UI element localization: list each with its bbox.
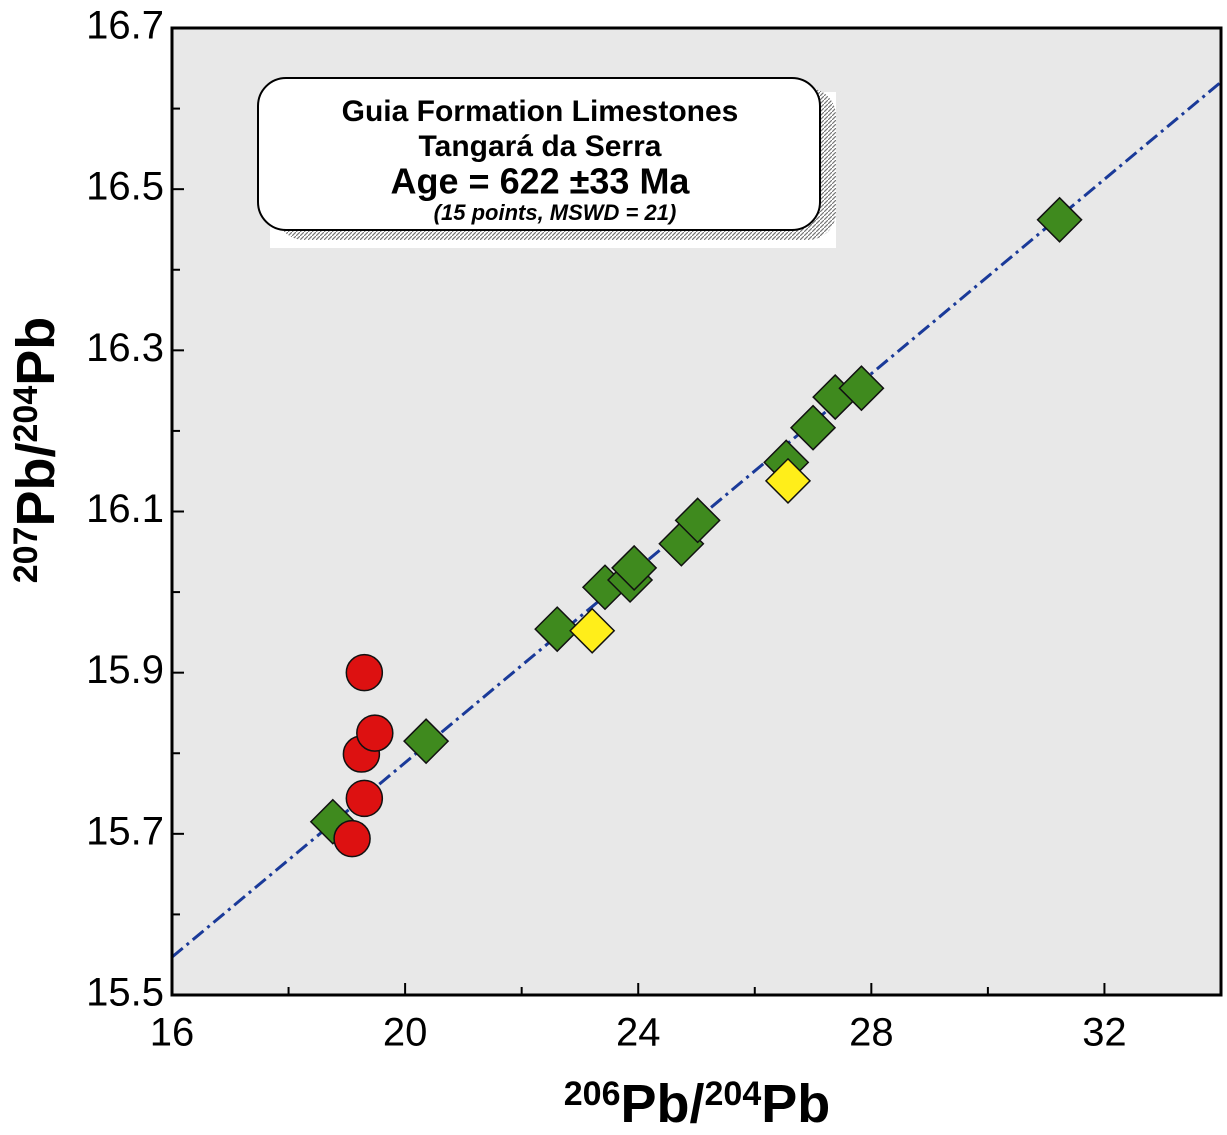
x-tick-label: 32 xyxy=(1082,1011,1127,1055)
y-tick-label: 16.5 xyxy=(86,165,164,209)
point xyxy=(309,798,356,845)
annotation-box: Guia Formation Limestones Tangará da Ser… xyxy=(257,77,836,248)
point xyxy=(838,365,885,412)
point xyxy=(345,653,384,692)
label-sup: 207 xyxy=(7,527,45,584)
point xyxy=(333,819,371,858)
label-main: Pb xyxy=(6,317,66,386)
plot-frame xyxy=(170,26,1223,997)
x-tick-label: 28 xyxy=(849,1011,894,1055)
point xyxy=(534,606,581,653)
label-main: Pb/ xyxy=(6,443,66,527)
label-sup: 204 xyxy=(705,1075,762,1113)
point xyxy=(403,718,450,765)
annotation-line: (15 points, MSWD = 21) xyxy=(434,200,677,225)
y-tick-label: 15.5 xyxy=(86,971,164,1015)
annotation-line: Tangará da Serra xyxy=(419,130,662,163)
x-tick-label: 24 xyxy=(616,1011,661,1055)
point xyxy=(764,457,812,504)
annotation-line: Guia Formation Limestones xyxy=(342,95,739,128)
x-tick-label: 20 xyxy=(383,1011,428,1055)
x-tick-label: 16 xyxy=(150,1011,195,1055)
point xyxy=(356,714,394,752)
y-tick-label: 16.1 xyxy=(86,487,164,531)
point xyxy=(789,404,837,451)
label-sup: 204 xyxy=(7,386,45,443)
point xyxy=(674,497,721,544)
y-axis-label: 207Pb/204Pb xyxy=(6,317,66,584)
y-tick-label: 16.3 xyxy=(86,326,164,370)
point xyxy=(611,544,658,591)
x-axis-label: 206Pb/204Pb xyxy=(564,1074,831,1134)
point xyxy=(1036,196,1083,243)
annotation-line: Age = 622 ±33 Ma xyxy=(391,161,691,202)
label-main: Pb xyxy=(761,1074,830,1134)
point xyxy=(569,607,616,654)
label-main: Pb/ xyxy=(620,1074,704,1134)
label-sup: 206 xyxy=(564,1075,621,1113)
point xyxy=(345,779,384,818)
y-tick-label: 16.7 xyxy=(86,4,164,48)
y-tick-label: 15.9 xyxy=(86,648,164,692)
box xyxy=(257,77,821,231)
y-tick-label: 15.7 xyxy=(86,809,164,853)
